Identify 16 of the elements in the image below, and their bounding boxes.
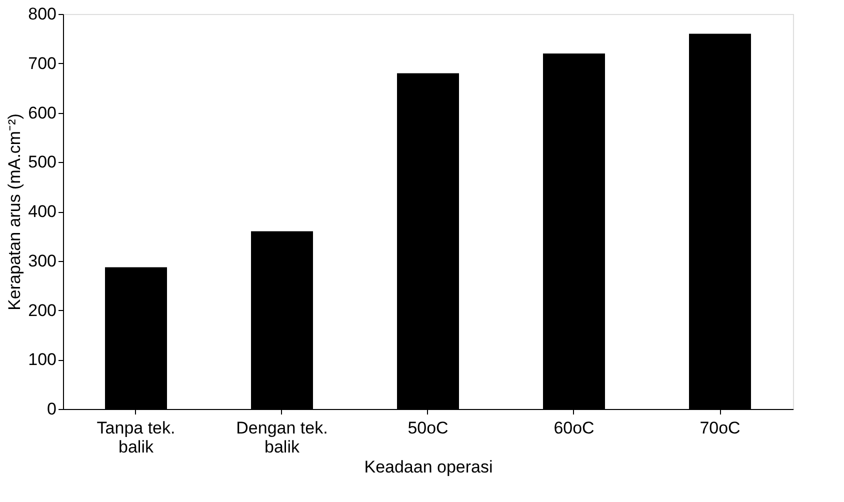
x-tick-label: 50oC [408,418,448,438]
y-tick-label: 500 [28,152,56,172]
x-tick-label: Dengan tek. balik [236,418,328,456]
x-tick-label: Tanpa tek. balik [96,418,176,456]
x-tick-label: 60oC [554,418,594,438]
y-tick-label: 600 [28,103,56,122]
y-axis-title: Kerapatan arus (mA.cm⁻²) [5,114,24,310]
y-tick-label: 700 [28,54,56,73]
y-tick-label: 0 [47,400,56,418]
x-tick-label: 70oC [700,418,740,438]
y-tick-label: 300 [28,251,56,270]
y-tick-label: 800 [28,4,56,24]
x-axis-title: Keadaan operasi [364,458,493,476]
y-tick-label: 400 [28,202,56,221]
y-tick-label: 200 [28,300,56,320]
y-tick-label: 100 [28,350,56,370]
